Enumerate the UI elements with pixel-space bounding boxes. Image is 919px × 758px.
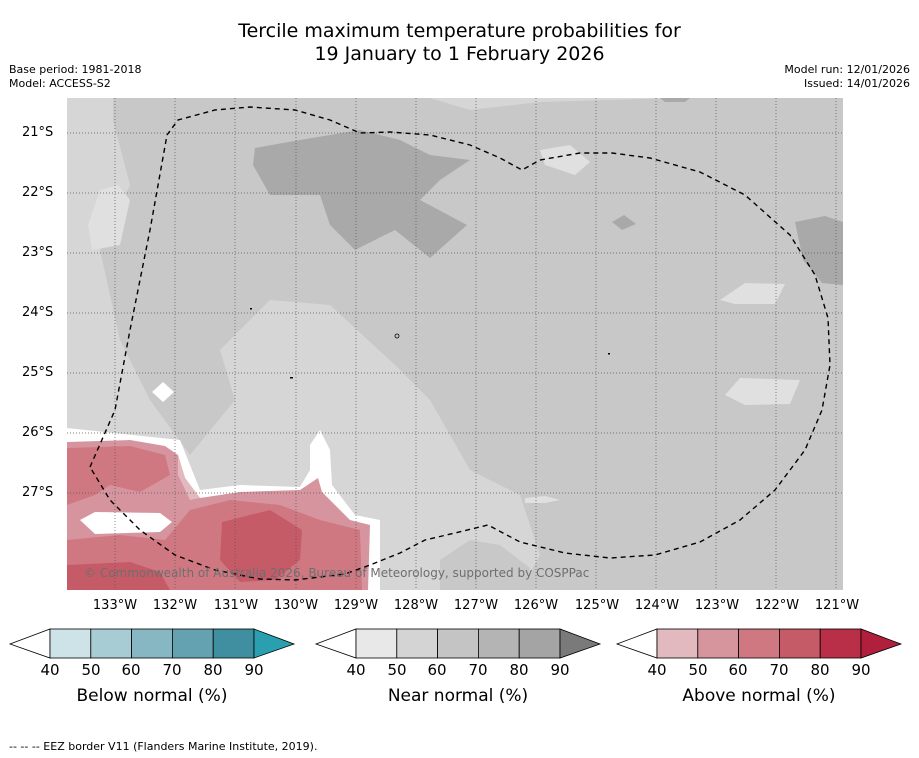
- map-title: Tercile maximum temperature probabilitie…: [0, 20, 919, 66]
- lon-label-123w: 123°W: [694, 598, 740, 613]
- near-normal-60-zone: [815, 444, 828, 455]
- near-normal-70-zone: [795, 216, 843, 285]
- colorbar-tick: 70: [468, 661, 488, 679]
- colorbar-above-normal-bin-70: [738, 628, 780, 659]
- colorbar-label-above-normal: Above normal (%): [682, 686, 836, 706]
- colorbar-below-normal-bin-50: [49, 628, 92, 659]
- colorbar-tick: 70: [162, 661, 182, 679]
- colorbar-tick: 50: [387, 661, 407, 679]
- lon-label-126w: 126°W: [513, 598, 559, 613]
- colorbar-above-normal-bin-60: [697, 628, 739, 659]
- colorbar-below-normal-over: [253, 628, 296, 659]
- lon-label-127w: 127°W: [453, 598, 499, 613]
- lat-label-23s: 23°S: [22, 245, 54, 260]
- colorbar-below-normal-under: [8, 628, 51, 659]
- colorbar-near-normal: [314, 628, 602, 659]
- colorbar-tick: 60: [121, 661, 141, 679]
- title-line-2: 19 January to 1 February 2026: [314, 43, 605, 65]
- colorbar-above-normal-bin-90: [819, 628, 862, 659]
- colorbar-near-normal-under: [314, 628, 357, 659]
- copyright-notice: © Commonwealth of Australia 2026, Bureau…: [84, 566, 589, 580]
- colorbar-below-normal-bin-60: [90, 628, 133, 659]
- near-normal-70-zone: [612, 215, 636, 230]
- eez-border-footnote: -- -- -- EEZ border V11 (Flanders Marine…: [9, 740, 318, 753]
- above-normal-70-zone: [220, 510, 302, 582]
- lat-label-24s: 24°S: [22, 305, 54, 320]
- near-normal-60-zone: [100, 98, 843, 590]
- colorbar-near-normal-bin-80: [477, 628, 520, 659]
- colorbar-tick: 40: [647, 661, 667, 679]
- lon-label-124w: 124°W: [634, 598, 680, 613]
- colorbar-tick: 60: [728, 661, 748, 679]
- colorbar-below-normal-bin-90: [212, 628, 255, 659]
- meta-left: Base period: 1981-2018 Model: ACCESS-S2: [9, 63, 141, 91]
- colorbar-tick: 50: [81, 661, 101, 679]
- lat-label-21s: 21°S: [22, 125, 54, 140]
- colorbar-tick: 70: [769, 661, 789, 679]
- colorbar-tick: 80: [203, 661, 223, 679]
- colorbar-above-normal: [615, 628, 903, 659]
- colorbar-below-normal-bin-80: [171, 628, 214, 659]
- above-normal-70-zone: [67, 562, 170, 590]
- lon-label-130w: 130°W: [273, 598, 319, 613]
- colorbar-label-below-normal: Below normal (%): [76, 686, 228, 706]
- colorbar-near-normal-over: [559, 628, 602, 659]
- issued-date: Issued: 14/01/2026: [803, 77, 910, 90]
- colorbar-below-normal-bin-70: [131, 628, 173, 659]
- model-run: Model run: 12/01/2026: [784, 63, 910, 76]
- lon-label-133w: 133°W: [92, 598, 138, 613]
- island-markers: [250, 308, 610, 379]
- colorbar-tick: 40: [40, 661, 60, 679]
- model-name: Model: ACCESS-S2: [9, 77, 111, 90]
- colorbar-tick: 40: [346, 661, 366, 679]
- lon-label-131w: 131°W: [213, 598, 259, 613]
- colorbar-near-normal-bin-60: [396, 628, 438, 659]
- base-period: Base period: 1981-2018: [9, 63, 142, 76]
- colorbar-near-normal-bin-70: [437, 628, 479, 659]
- above-normal-40-zone: [178, 455, 200, 500]
- title-line-1: Tercile maximum temperature probabilitie…: [238, 20, 681, 42]
- lat-label-25s: 25°S: [22, 365, 54, 380]
- lat-label-22s: 22°S: [22, 185, 54, 200]
- no-dominant-category-zone: [80, 512, 172, 534]
- near-normal-40-zone: [88, 185, 130, 250]
- lat-label-26s: 26°S: [22, 425, 54, 440]
- near-normal-40-zone: [540, 145, 590, 175]
- near-normal-40-zone: [725, 378, 800, 405]
- colorbar-above-normal-bin-50: [656, 628, 699, 659]
- lon-label-125w: 125°W: [574, 598, 620, 613]
- colorbar-tick: 80: [810, 661, 830, 679]
- colorbar-tick: 90: [550, 661, 570, 679]
- colorbar-near-normal-bin-50: [355, 628, 398, 659]
- lon-label-132w: 132°W: [152, 598, 198, 613]
- above-normal-60-zone: [67, 446, 170, 505]
- no-dominant-category-zone: [152, 382, 174, 402]
- near-normal-40-zone: [720, 283, 785, 304]
- colorbar-label-near-normal: Near normal (%): [387, 686, 529, 706]
- colorbar-tick: 60: [427, 661, 447, 679]
- colorbar-tick: 50: [688, 661, 708, 679]
- colorbar-below-normal: [8, 628, 296, 659]
- colorbar-above-normal-under: [615, 628, 658, 659]
- lon-label-122w: 122°W: [754, 598, 800, 613]
- eez-border: [89, 106, 831, 581]
- colorbar-tick: 90: [851, 661, 871, 679]
- meta-right: Model run: 12/01/2026 Issued: 14/01/2026: [784, 63, 910, 91]
- lat-label-27s: 27°S: [22, 485, 54, 500]
- graticule: [67, 98, 843, 590]
- near-normal-60-zone: [440, 540, 530, 590]
- near-normal-70-zone: [660, 98, 690, 102]
- lon-label-129w: 129°W: [333, 598, 379, 613]
- lon-label-121w: 121°W: [814, 598, 860, 613]
- colorbar-tick: 90: [244, 661, 264, 679]
- colorbar-tick: 80: [509, 661, 529, 679]
- colorbar-near-normal-bin-90: [518, 628, 561, 659]
- colorbar-above-normal-bin-80: [779, 628, 821, 659]
- near-normal-40-zone: [525, 496, 560, 503]
- map-plot: [67, 98, 843, 590]
- lon-label-128w: 128°W: [393, 598, 439, 613]
- colorbar-above-normal-over: [860, 628, 903, 659]
